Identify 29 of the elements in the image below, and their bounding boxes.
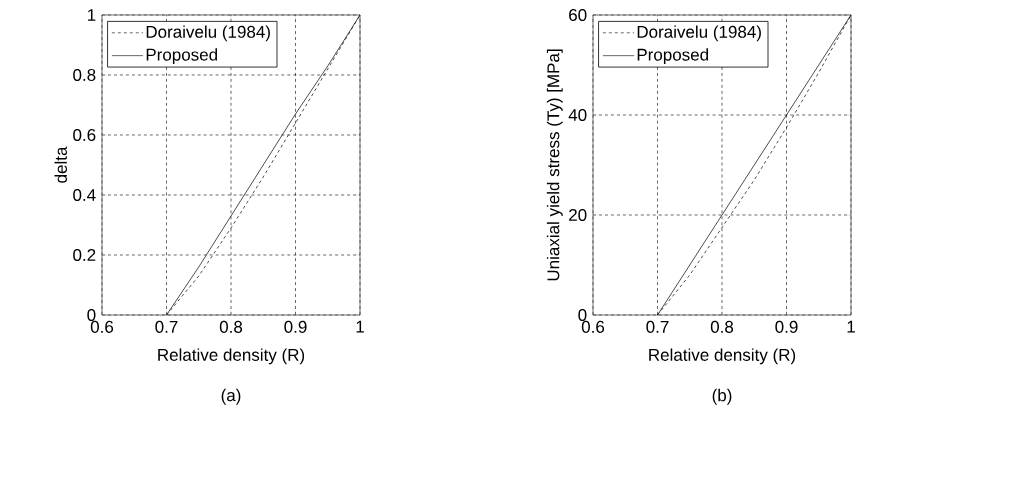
y-tick-label: 1 bbox=[87, 9, 96, 21]
x-axis-title: Relative density (R) bbox=[649, 348, 796, 365]
y-tick-label: 0.4 bbox=[73, 188, 96, 202]
x-tick-label: 1 bbox=[356, 320, 364, 333]
y-tick-label: 0 bbox=[578, 308, 587, 322]
y-tick-label: 60 bbox=[569, 8, 587, 22]
x-tick-label: 0.8 bbox=[710, 320, 734, 333]
y-axis-title: delta bbox=[54, 146, 67, 183]
legend-label: Proposed bbox=[637, 48, 709, 65]
y-axis-title: Uniaxial yield stress (Ty) [MPa] bbox=[546, 49, 563, 281]
y-tick-label: 0.2 bbox=[73, 248, 96, 262]
y-tick-label: 20 bbox=[569, 208, 587, 222]
text: (b) bbox=[712, 388, 732, 405]
x-tick-label: 0.7 bbox=[155, 320, 178, 333]
x-tick-label: 0.7 bbox=[646, 320, 669, 333]
y-tick-label: 40 bbox=[568, 108, 587, 122]
x-tick-label: 0.6 bbox=[581, 320, 605, 333]
legend-label: Doraivelu (1984) bbox=[146, 25, 270, 42]
x-tick-label: 0.8 bbox=[219, 320, 243, 333]
y-tick-label: 0.8 bbox=[73, 68, 96, 82]
legend-label: Proposed bbox=[146, 48, 218, 65]
x-axis-title: Relative density (R) bbox=[158, 348, 305, 365]
legend-label: Doraivelu (1984) bbox=[637, 25, 761, 42]
x-tick-label: 0.9 bbox=[284, 320, 307, 333]
x-tick-label: 0.9 bbox=[775, 320, 798, 333]
text: (a) bbox=[221, 388, 241, 405]
x-tick-label: 1 bbox=[847, 320, 855, 333]
y-tick-label: 0 bbox=[87, 308, 96, 322]
y-tick-label: 0.6 bbox=[73, 128, 96, 142]
